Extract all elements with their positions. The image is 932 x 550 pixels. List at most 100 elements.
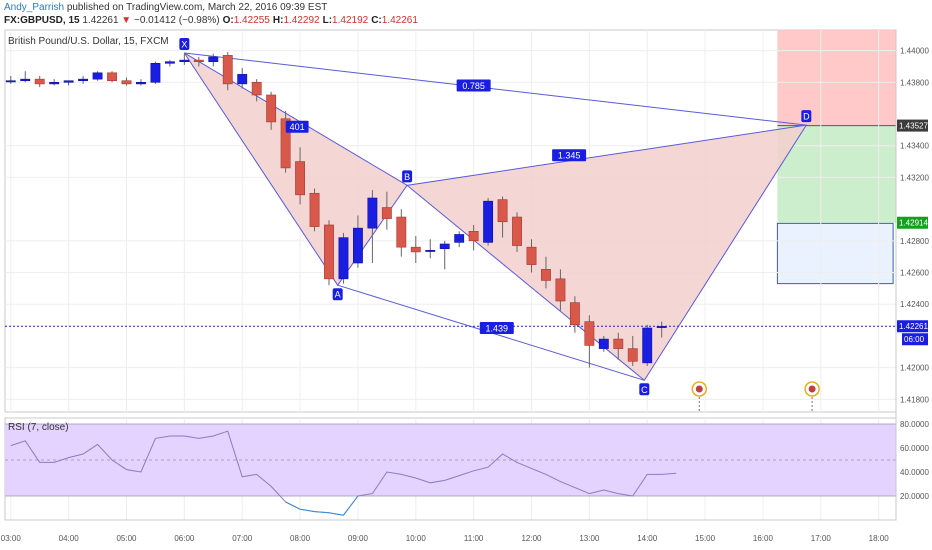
candle-body [338, 237, 349, 280]
candle[interactable] [526, 239, 537, 273]
rsi-pane[interactable] [4, 417, 897, 521]
candle[interactable] [121, 77, 132, 86]
candle[interactable] [425, 239, 436, 259]
candle[interactable] [454, 231, 465, 248]
candle[interactable] [483, 198, 494, 246]
candle[interactable] [266, 91, 277, 130]
candle[interactable] [78, 75, 89, 84]
candle[interactable] [324, 220, 334, 286]
candle[interactable] [410, 236, 421, 264]
time-tick-label: 03:00 [1, 534, 22, 543]
candle[interactable] [280, 110, 291, 173]
candle[interactable] [222, 52, 233, 91]
author-link[interactable]: Andy_Parrish [4, 2, 65, 13]
candle[interactable] [367, 190, 378, 264]
price-tick-label: 1.43400 [900, 142, 929, 151]
pattern-point-label: C [641, 385, 648, 395]
candle[interactable] [20, 71, 31, 83]
candle[interactable] [396, 209, 407, 257]
candle[interactable] [613, 332, 624, 360]
countdown-label: 06:00 [904, 335, 925, 344]
price-axis[interactable] [896, 30, 932, 520]
price-tick-label: 1.42400 [900, 300, 929, 309]
candle-body [237, 74, 248, 85]
pattern-point-c: C [639, 383, 650, 396]
time-tick-label: 16:00 [753, 534, 774, 543]
candle[interactable] [295, 147, 306, 205]
candle[interactable] [627, 335, 638, 367]
candle-body [367, 197, 378, 229]
candle[interactable] [497, 196, 508, 238]
candle[interactable] [569, 296, 580, 333]
candle-body [150, 62, 161, 83]
candle[interactable] [656, 321, 667, 338]
price-tick-label: 1.42600 [900, 269, 929, 278]
countdown-bg [902, 333, 928, 346]
high-label: H: [272, 15, 284, 26]
candle[interactable] [5, 75, 16, 84]
candle[interactable] [251, 79, 262, 102]
pattern-point-x: X [179, 37, 190, 50]
candle-body [49, 82, 60, 85]
candle[interactable] [584, 315, 595, 368]
candle[interactable] [150, 61, 161, 84]
candle[interactable] [598, 335, 609, 352]
candle[interactable] [193, 56, 204, 67]
candle[interactable] [34, 75, 45, 88]
candle-body [208, 56, 219, 63]
candle-body [454, 234, 465, 243]
candle[interactable] [439, 240, 450, 270]
candle[interactable] [468, 224, 479, 251]
candle[interactable] [208, 53, 219, 67]
rsi-oversold-segment [343, 495, 359, 516]
candle-body [555, 278, 566, 302]
ratio-badge [285, 120, 309, 133]
pattern-point-b: B [402, 170, 413, 183]
candle[interactable] [107, 71, 117, 83]
candle-body [468, 231, 479, 242]
candle-body [396, 216, 407, 248]
candle[interactable] [179, 53, 190, 65]
candle[interactable] [164, 60, 175, 67]
target-price-tag: 1.42914 [899, 219, 928, 228]
candle[interactable] [555, 269, 566, 311]
candle[interactable] [512, 212, 522, 252]
pattern-point-label: D [803, 112, 810, 122]
time-tick-label: 04:00 [59, 534, 80, 543]
candle[interactable] [309, 188, 320, 232]
candle[interactable] [541, 256, 551, 289]
time-tick-label: 08:00 [290, 534, 311, 543]
candle-body [497, 199, 508, 223]
ratio-badge [479, 321, 514, 334]
time-tick-label: 06:00 [174, 534, 195, 543]
candle[interactable] [642, 324, 653, 367]
candle[interactable] [352, 215, 363, 268]
price-tick-label: 1.43200 [900, 173, 929, 182]
candle[interactable] [49, 79, 60, 86]
pattern-point-badge [801, 110, 812, 123]
candle[interactable] [381, 191, 392, 230]
candle[interactable] [136, 79, 146, 86]
candle[interactable] [338, 232, 349, 284]
low-value: 1.42192 [332, 15, 369, 26]
candle[interactable] [63, 80, 74, 86]
stop-price-tag-bg [897, 119, 928, 132]
candle[interactable] [92, 71, 103, 81]
rsi-tick-label: 60.0000 [900, 444, 929, 453]
rsi-tick-label: 20.0000 [900, 492, 929, 501]
candle-body [381, 207, 392, 219]
close-label: C: [371, 15, 382, 26]
entry-zone [776, 222, 894, 285]
candle[interactable] [237, 68, 248, 89]
price-tick-label: 1.41800 [900, 395, 929, 404]
time-tick-label: 11:00 [464, 534, 484, 543]
pattern-point-badge [179, 37, 190, 50]
time-tick-label: 07:00 [232, 534, 253, 543]
symbol-label: FX:GBPUSD, 15 [4, 15, 80, 26]
pattern-point-badge [639, 383, 650, 396]
candle-body [352, 227, 363, 264]
price-pane[interactable]: X A B C D 401 0.785 1.345 1.439 [4, 29, 897, 413]
ratio-label: 1.439 [479, 321, 514, 334]
bcd-triangle [405, 124, 808, 382]
